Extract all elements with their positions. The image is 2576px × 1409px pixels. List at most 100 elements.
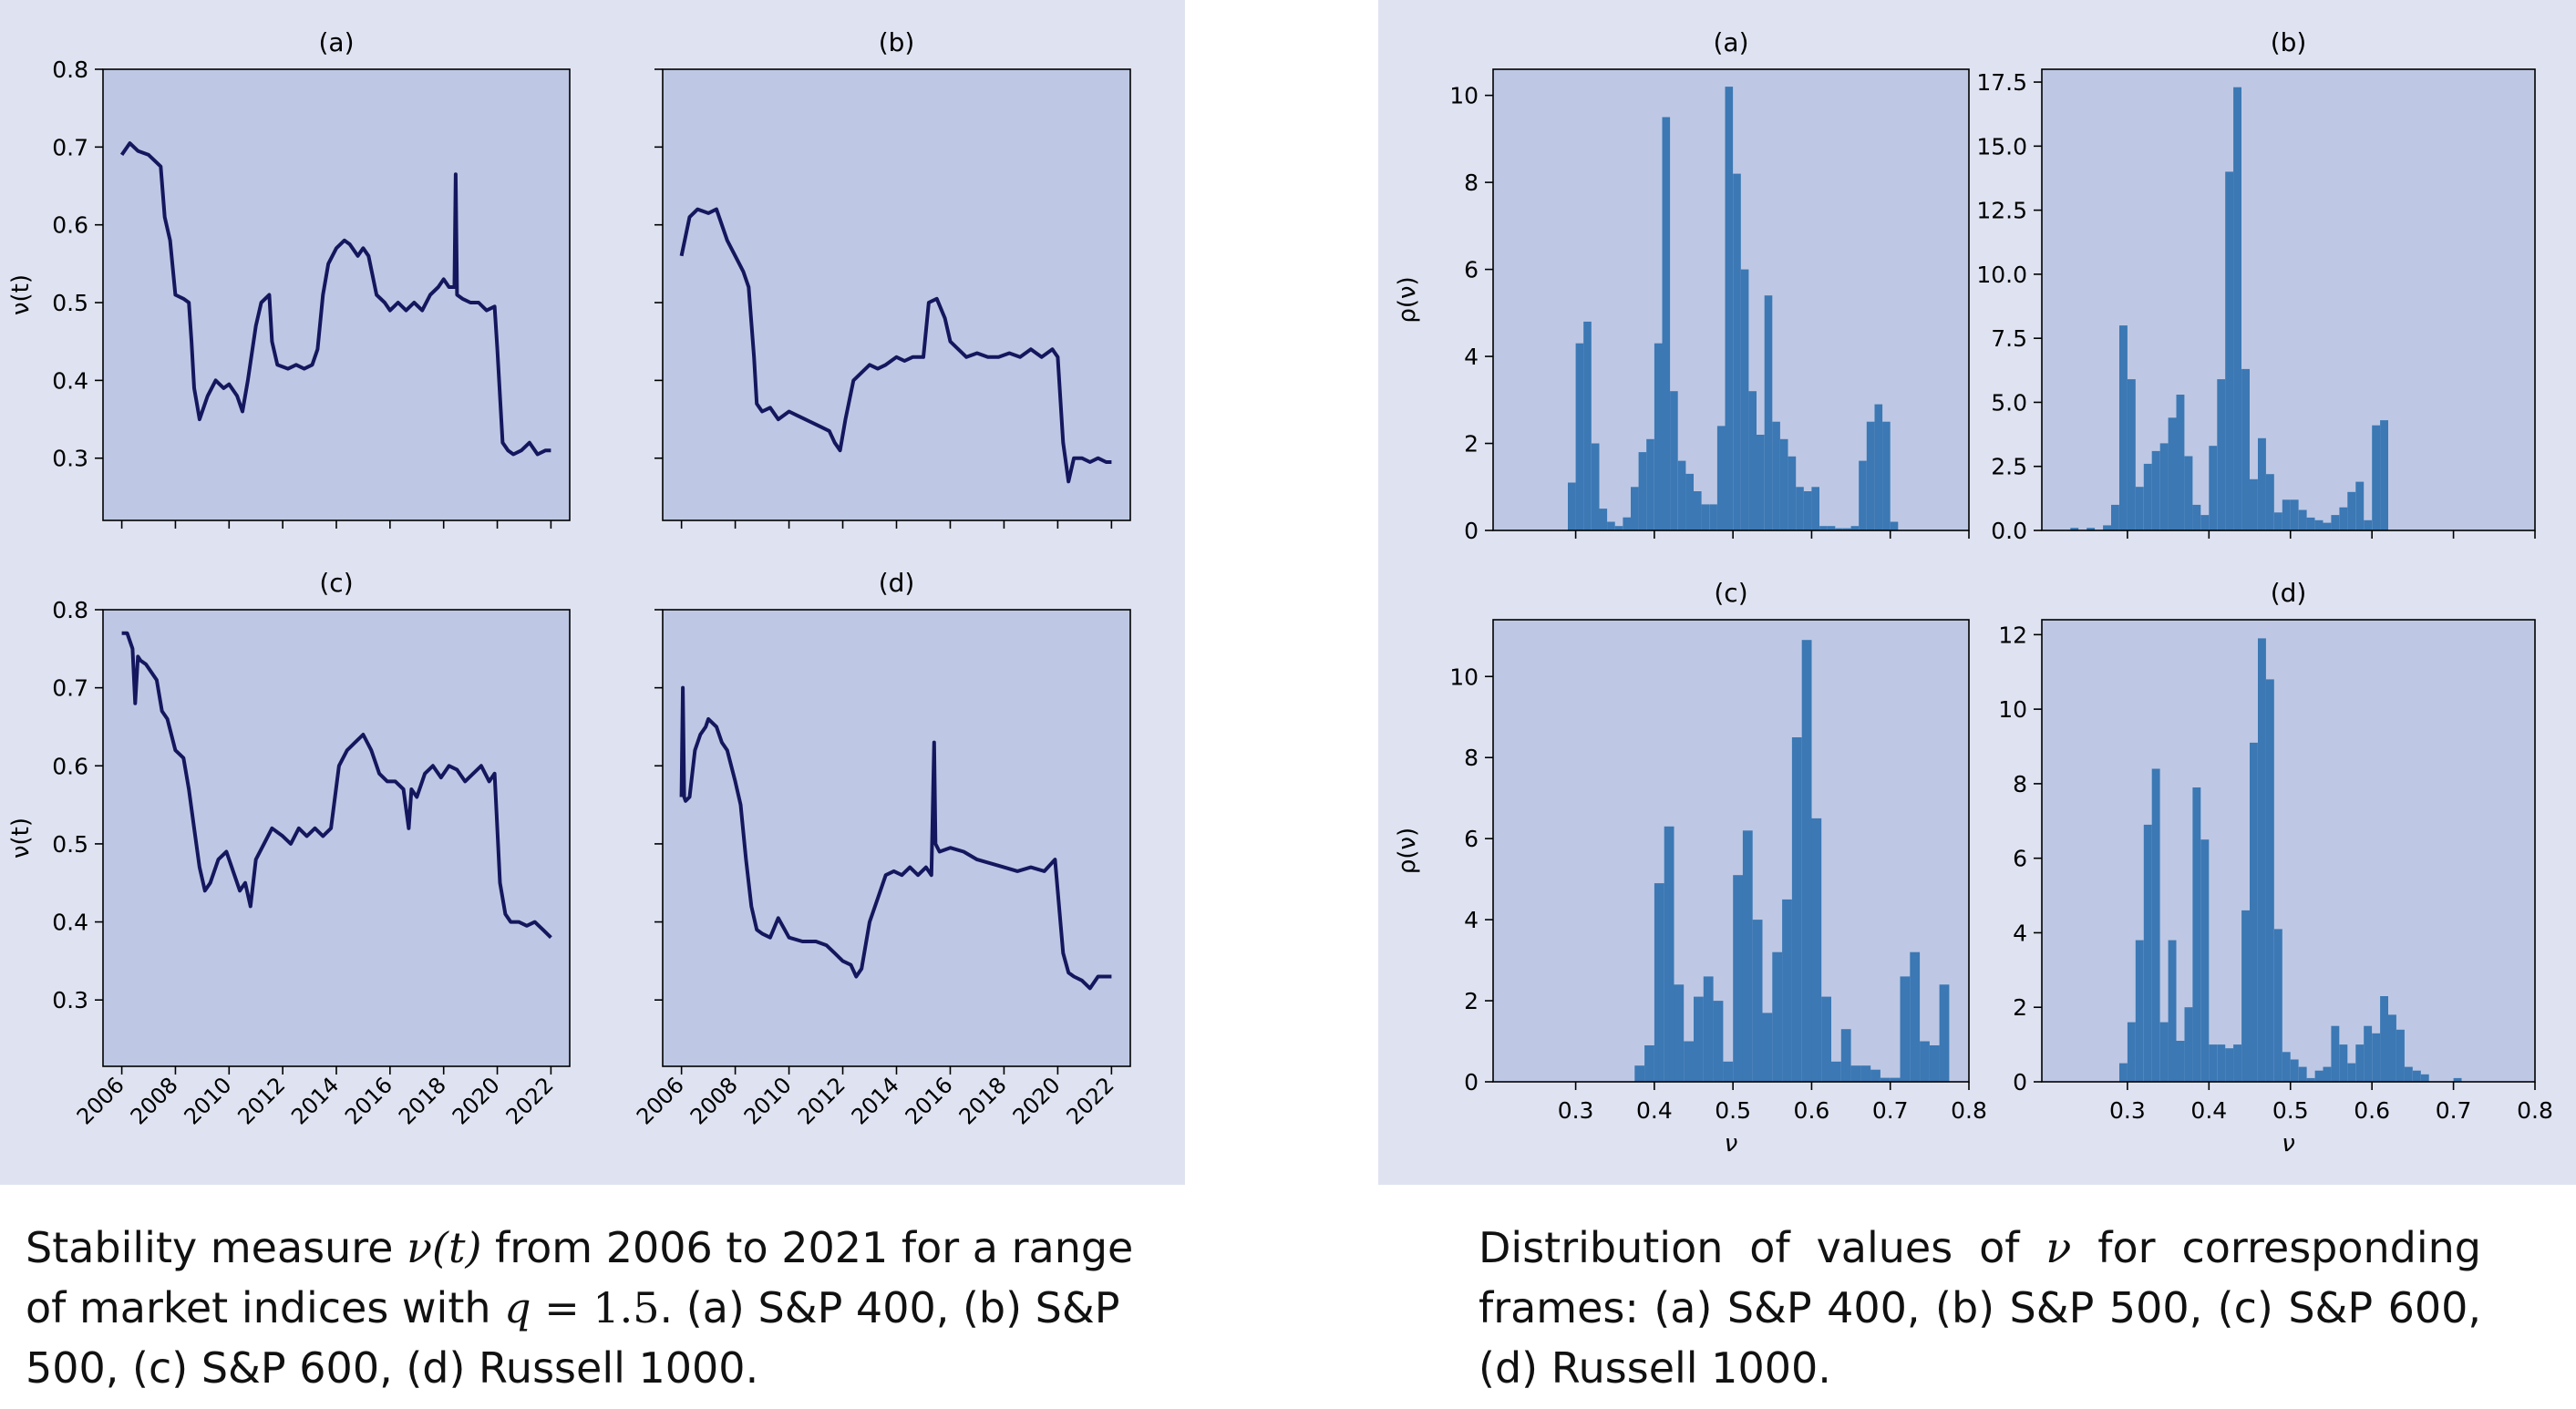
histogram-bar xyxy=(1791,737,1802,1082)
plot-area xyxy=(663,69,1130,520)
x-tick-label: 0.6 xyxy=(1794,1097,1830,1124)
histogram-bar xyxy=(1779,438,1788,530)
y-tick-label: 4 xyxy=(2013,920,2027,946)
y-tick-label: 10 xyxy=(1449,83,1479,109)
histogram-bar xyxy=(1583,321,1592,530)
histogram-bar xyxy=(2119,325,2128,530)
x-tick-label: 2020 xyxy=(448,1072,505,1129)
histogram-bar xyxy=(2119,1063,2128,1082)
histogram-bar xyxy=(2323,1066,2332,1082)
histogram-bar xyxy=(1870,1069,1880,1082)
histogram-bar xyxy=(1709,504,1717,530)
y-tick-label: 0.3 xyxy=(52,987,88,1013)
y-tick-label: 0.7 xyxy=(52,675,88,702)
histogram-bar xyxy=(1733,173,1741,530)
chart-hist-b: (b) 0.0 2.5 5.0 7.5 10.0 12.5 15.0 17.5 xyxy=(1976,27,2536,544)
chart-title: (b) xyxy=(2271,27,2307,57)
y-tick-label: 0 xyxy=(2013,1069,2027,1095)
histogram-bar xyxy=(2273,512,2282,530)
x-axis-label: ν xyxy=(1725,1130,1738,1157)
histogram-bar xyxy=(2250,742,2258,1082)
histogram-bar xyxy=(2306,1077,2315,1082)
chart-ts-c: (c)0.30.40.50.60.70.82006200820102012201… xyxy=(7,568,571,1129)
y-tick-label: 8 xyxy=(1464,745,1479,771)
histogram-bar xyxy=(2298,1066,2307,1082)
histogram-bar xyxy=(1740,269,1749,530)
x-tick-label: 2012 xyxy=(793,1072,850,1129)
histogram-bar xyxy=(2380,996,2388,1082)
series-line xyxy=(679,207,1112,484)
histogram-bar xyxy=(1654,343,1663,530)
y-axis-label: ρ(ν) xyxy=(1394,276,1421,323)
histogram-bar xyxy=(2111,504,2119,530)
x-tick-label: 2010 xyxy=(180,1072,237,1129)
x-tick-label: 0.4 xyxy=(1636,1097,1673,1124)
histogram-bar xyxy=(2396,1029,2405,1082)
histogram-bar xyxy=(1840,1029,1851,1082)
y-tick-label: 10 xyxy=(1998,696,2027,723)
histogram-bar xyxy=(2184,1007,2193,1082)
histogram-bar xyxy=(1801,640,1812,1082)
y-tick-label: 17.5 xyxy=(1976,69,2027,96)
histogram-bar xyxy=(1866,421,1875,530)
x-tick-label: 0.8 xyxy=(2517,1097,2553,1124)
x-tick-label: 0.7 xyxy=(2436,1097,2472,1124)
plot-area xyxy=(663,610,1130,1066)
y-tick-label: 6 xyxy=(1464,257,1479,283)
histogram-bar xyxy=(2241,910,2250,1082)
histogram-bar xyxy=(1723,1061,1734,1082)
plot-area xyxy=(103,69,570,520)
x-tick-label: 2016 xyxy=(901,1072,958,1129)
x-tick-label: 2012 xyxy=(232,1072,290,1129)
histogram-bar xyxy=(1748,391,1757,530)
caption-left-pre: Stability measure xyxy=(26,1223,407,1272)
histogram-bar xyxy=(2192,787,2201,1082)
histogram-bar xyxy=(2168,940,2177,1082)
plot-area xyxy=(2042,620,2535,1082)
histogram-bar xyxy=(1811,818,1822,1082)
histogram-bar xyxy=(1644,1045,1654,1082)
axes-frame xyxy=(2041,619,2536,1083)
histogram-bar xyxy=(2258,437,2266,530)
chart-title: (d) xyxy=(2271,578,2307,608)
chart-ts-a: (a) 0.3 0.4 0.5 0.6 0.7 0.8 ν(t) xyxy=(7,27,571,529)
histogram-bar xyxy=(1614,526,1623,530)
histogram-bar xyxy=(2225,171,2234,530)
y-tick-label: 0.5 xyxy=(52,831,88,858)
y-tick-label: 0.4 xyxy=(52,910,88,936)
x-tick-label: 0.4 xyxy=(2190,1097,2227,1124)
y-tick-label: 0 xyxy=(1464,1069,1479,1095)
chart-hist-c: (c) 0 2 4 6 8 10 0.3 0.4 0.5 0.6 0.7 0.8 ρ(ν) ν xyxy=(1394,578,1987,1157)
histogram-bar xyxy=(2159,443,2169,530)
histogram-bar xyxy=(1654,883,1664,1082)
chart-title: (b) xyxy=(879,27,915,57)
y-tick-label: 0.4 xyxy=(52,367,88,394)
histogram-bar xyxy=(2404,1066,2413,1082)
histogram-bar xyxy=(1634,1065,1645,1082)
y-tick-label: 8 xyxy=(2013,771,2027,797)
histogram-bar xyxy=(2151,450,2160,530)
histogram-bar xyxy=(2314,1070,2324,1082)
histogram-bar xyxy=(2364,1025,2373,1082)
histogram-bar xyxy=(1638,452,1647,530)
plot-area xyxy=(1493,620,1969,1082)
histogram-bar xyxy=(2420,1074,2429,1082)
histogram-bar xyxy=(2331,515,2340,530)
caption-left-math: ν(t) xyxy=(407,1223,482,1272)
histogram-bar xyxy=(1882,421,1891,530)
histogram-bar xyxy=(1821,996,1831,1082)
histogram-bar xyxy=(1803,491,1812,530)
histogram-bar xyxy=(1725,87,1734,530)
x-tick-label: 2006 xyxy=(72,1072,129,1129)
caption-left-post: . (a) S&P 400, (b) S&P 500, (c) S&P 600,… xyxy=(26,1283,1120,1393)
histogram-bar xyxy=(2388,1014,2396,1082)
histogram-bar xyxy=(1716,426,1726,530)
y-tick-label: 7.5 xyxy=(1991,325,2027,352)
caption-left-mid: from 2006 to 2021 for a range of market … xyxy=(26,1223,1134,1332)
caption-right: Distribution of values of ν for correspo… xyxy=(1479,1218,2481,1398)
histogram-bar xyxy=(2290,499,2299,530)
figure-canvas: (a) 0.3 0.4 0.5 0.6 0.7 0.8 ν(t) (b) (c) 0.3 0.4 0.5… xyxy=(7,27,2553,1157)
y-tick-label: 0.6 xyxy=(52,753,88,779)
y-tick-label: 0 xyxy=(1464,518,1479,544)
histogram-bar xyxy=(1890,1077,1901,1082)
